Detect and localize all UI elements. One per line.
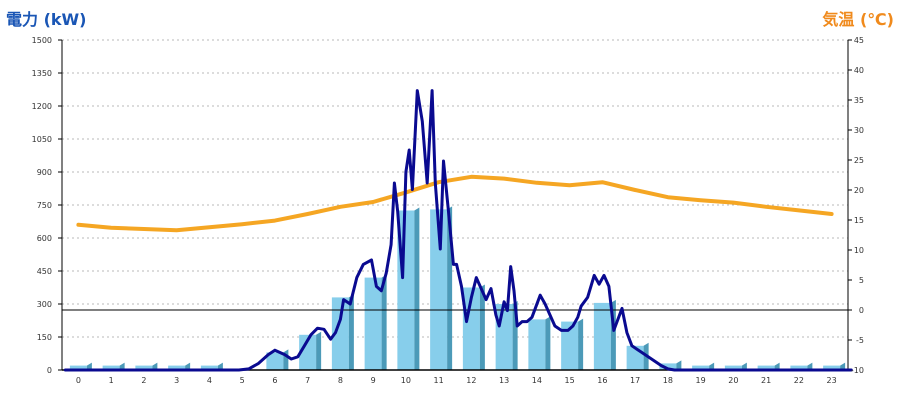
- power-bar-side: [676, 360, 682, 370]
- x-tick-label: 4: [207, 376, 212, 385]
- power-bar-side: [217, 362, 223, 370]
- x-tick-label: 15: [565, 376, 575, 385]
- power-bar: [299, 334, 317, 370]
- right-tick-label: -5: [856, 336, 864, 345]
- right-tick-label: 20: [854, 186, 864, 195]
- power-bar: [135, 365, 153, 370]
- power-bar: [659, 363, 677, 370]
- power-bar: [102, 365, 120, 370]
- x-tick-label: 0: [76, 376, 81, 385]
- power-bar-side: [119, 362, 125, 370]
- power-bar-side: [381, 274, 387, 370]
- x-tick-label: 20: [728, 376, 738, 385]
- right-axis-title: 気温 (℃): [822, 10, 894, 29]
- power-bar: [430, 209, 448, 370]
- x-tick-label: 19: [696, 376, 706, 385]
- left-tick-label: 900: [37, 168, 52, 177]
- power-bar: [266, 352, 284, 370]
- power-bar-side: [316, 331, 322, 370]
- power-bar: [561, 321, 579, 370]
- left-tick-label: 1050: [32, 135, 52, 144]
- x-tick-label: 17: [630, 376, 640, 385]
- power-bar-side: [545, 316, 551, 370]
- power-bar: [692, 365, 710, 370]
- power-bar-side: [348, 294, 354, 370]
- power-bar: [790, 365, 808, 370]
- x-tick-label: 9: [371, 376, 376, 385]
- left-tick-label: 450: [37, 267, 52, 276]
- power-bar-side: [152, 362, 158, 370]
- left-tick-label: 1200: [32, 102, 52, 111]
- power-bar-side: [185, 362, 191, 370]
- power-bar-side: [578, 318, 584, 370]
- x-tick-label: 8: [338, 376, 343, 385]
- x-tick-label: 3: [174, 376, 179, 385]
- x-tick-label: 14: [532, 376, 542, 385]
- left-tick-label: 600: [37, 234, 52, 243]
- power-bar: [69, 365, 87, 370]
- tick-labels: 01503004506007509001050120013501500-10-5…: [32, 36, 864, 385]
- x-tick-label: 16: [597, 376, 607, 385]
- right-tick-label: 40: [854, 66, 864, 75]
- power-bar: [757, 365, 775, 370]
- x-tick-label: 23: [827, 376, 837, 385]
- power-bar-side: [479, 284, 485, 370]
- right-tick-label: -10: [851, 366, 864, 375]
- x-tick-label: 10: [401, 376, 411, 385]
- power-bar: [462, 287, 480, 370]
- left-tick-label: 750: [37, 201, 52, 210]
- right-tick-label: 30: [854, 126, 864, 135]
- right-tick-label: 15: [854, 216, 864, 225]
- x-tick-label: 22: [794, 376, 804, 385]
- left-tick-label: 1500: [32, 36, 52, 45]
- power-bar: [593, 302, 611, 370]
- right-tick-label: 10: [854, 246, 864, 255]
- power-bar: [168, 365, 186, 370]
- power-bar: [495, 304, 513, 370]
- x-tick-label: 11: [434, 376, 444, 385]
- power-bar-side: [840, 362, 846, 370]
- left-tick-label: 150: [37, 333, 52, 342]
- power-bar: [724, 365, 742, 370]
- series-lines: [63, 89, 853, 372]
- x-tick-label: 21: [761, 376, 771, 385]
- power-bar: [200, 365, 218, 370]
- power-bar: [528, 319, 546, 370]
- x-tick-label: 13: [499, 376, 509, 385]
- right-tick-label: 25: [854, 156, 864, 165]
- power-line: [63, 89, 853, 372]
- grid: [62, 39, 848, 338]
- power-bar: [364, 277, 382, 370]
- left-axis-title: 電力 (kW): [6, 10, 87, 29]
- x-tick-label: 5: [240, 376, 245, 385]
- x-tick-label: 12: [466, 376, 476, 385]
- power-bar: [823, 365, 841, 370]
- left-tick-label: 300: [37, 300, 52, 309]
- right-tick-label: 0: [859, 306, 864, 315]
- x-tick-label: 18: [663, 376, 673, 385]
- power-bar-side: [741, 362, 747, 370]
- power-bar-side: [709, 362, 715, 370]
- power-bars: [69, 206, 846, 370]
- power-bar-side: [414, 207, 420, 370]
- temperature-line: [76, 174, 834, 233]
- x-tick-label: 7: [305, 376, 310, 385]
- left-tick-label: 0: [47, 366, 52, 375]
- left-tick-label: 1350: [32, 69, 52, 78]
- x-tick-label: 1: [109, 376, 114, 385]
- right-tick-label: 45: [854, 36, 864, 45]
- power-bar-side: [86, 362, 92, 370]
- power-bar-side: [283, 349, 289, 370]
- x-tick-label: 2: [141, 376, 146, 385]
- power-bar-side: [774, 362, 780, 370]
- x-tick-label: 6: [272, 376, 277, 385]
- power-bar: [331, 297, 349, 370]
- power-bar-side: [807, 362, 813, 370]
- right-tick-label: 5: [859, 276, 864, 285]
- right-tick-label: 35: [854, 96, 864, 105]
